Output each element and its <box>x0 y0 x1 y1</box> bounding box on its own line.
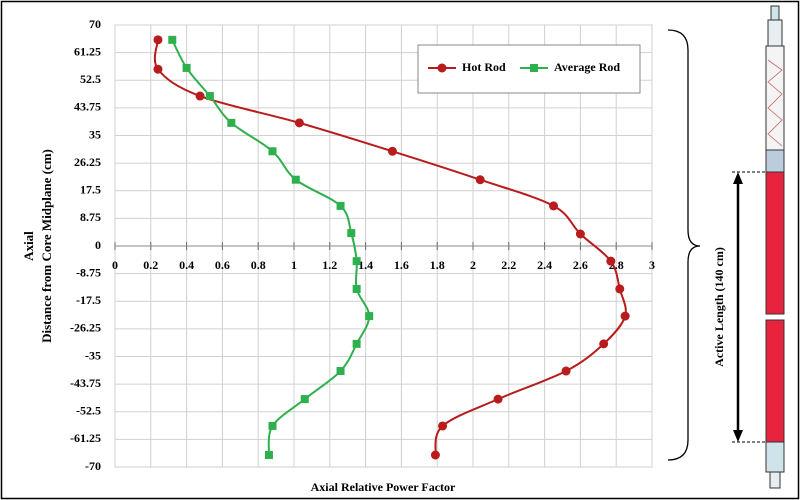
marker <box>621 312 630 321</box>
y-tick-label: -61.25 <box>70 431 101 445</box>
y-tick-label: 70 <box>89 17 101 31</box>
y-tick-label: 61.25 <box>74 44 101 58</box>
y-tick-label: -43.75 <box>70 376 101 390</box>
y-tick-label: -52.5 <box>76 404 101 418</box>
y-tick-label: -8.75 <box>76 265 101 279</box>
marker <box>168 36 176 44</box>
rod-bottom <box>766 442 784 472</box>
marker <box>337 202 345 210</box>
marker <box>576 230 585 239</box>
y-tick-label: 35 <box>89 127 101 141</box>
y-axis-title: Axial <box>21 231 36 261</box>
marker <box>530 64 538 72</box>
rod-fuel <box>766 172 784 314</box>
marker <box>476 175 485 184</box>
y-tick-label: 52.5 <box>80 72 101 86</box>
marker <box>183 64 191 72</box>
rod-spacer <box>766 150 784 172</box>
marker <box>431 451 440 460</box>
x-tick-label: 0 <box>112 258 118 272</box>
marker <box>365 312 373 320</box>
brace <box>668 30 700 460</box>
legend-label: Hot Rod <box>462 60 506 74</box>
y-tick-label: -26.25 <box>70 321 101 335</box>
y-tick-label: 17.5 <box>80 183 101 197</box>
series-layer <box>153 35 629 459</box>
x-axis-title: Axial Relative Power Factor <box>311 480 456 494</box>
marker <box>196 92 205 101</box>
marker <box>292 176 300 184</box>
marker <box>153 35 162 44</box>
rod-fuel <box>766 320 784 442</box>
marker <box>301 395 309 403</box>
marker <box>562 367 571 376</box>
marker <box>438 64 447 73</box>
annotation: Active Length (140 cm) <box>712 247 726 367</box>
marker <box>347 229 355 237</box>
marker <box>206 92 214 100</box>
series-line <box>155 40 626 455</box>
fuel-rod <box>766 6 784 488</box>
marker <box>265 451 273 459</box>
marker <box>269 147 277 155</box>
rod-plug <box>768 20 782 46</box>
marker <box>153 65 162 74</box>
marker <box>606 257 615 266</box>
y-tick-label: 8.75 <box>80 210 101 224</box>
marker <box>494 395 503 404</box>
x-tick-label: 0.4 <box>179 258 194 272</box>
x-tick-label: 2 <box>470 258 476 272</box>
y-tick-label: 0 <box>95 238 101 252</box>
legend-label: Average Rod <box>554 60 620 74</box>
y-tick-label: -17.5 <box>76 293 101 307</box>
frame <box>2 2 799 499</box>
x-tick-label: 0.6 <box>215 258 230 272</box>
marker <box>599 339 608 348</box>
y-tick-label: 43.75 <box>74 100 101 114</box>
marker <box>549 201 558 210</box>
x-tick-label: 1.2 <box>322 258 337 272</box>
x-tick-label: 2.4 <box>537 258 552 272</box>
marker <box>438 421 447 430</box>
marker <box>353 257 361 265</box>
x-tick-label: 2.2 <box>501 258 516 272</box>
marker <box>353 285 361 293</box>
x-tick-label: 1.8 <box>430 258 445 272</box>
figure: 70 61.25 52.5 43.75 35 26.25 17.5 8.75 0 -8.75 -17… <box>0 0 800 500</box>
series-line <box>172 40 369 455</box>
x-tick-label: 1.6 <box>394 258 409 272</box>
x-tick-label: 1 <box>291 258 297 272</box>
x-tick-label: 0.2 <box>143 258 158 272</box>
marker <box>269 422 277 430</box>
rod-cap <box>771 6 779 20</box>
y-tick-label: -35 <box>85 348 101 362</box>
y-tick-label: -70 <box>85 459 101 473</box>
marker <box>227 119 235 127</box>
marker <box>337 367 345 375</box>
y-tick-label: 26.25 <box>74 155 101 169</box>
marker <box>353 340 361 348</box>
x-tick-label: 3 <box>649 258 655 272</box>
y-axis-title: Distance from Core Midplane (cm) <box>39 149 54 343</box>
marker <box>295 118 304 127</box>
rod-end <box>770 472 780 488</box>
x-tick-label: 2.6 <box>573 258 588 272</box>
marker <box>615 284 624 293</box>
x-tick-label: 0.8 <box>251 258 266 272</box>
marker <box>388 147 397 156</box>
